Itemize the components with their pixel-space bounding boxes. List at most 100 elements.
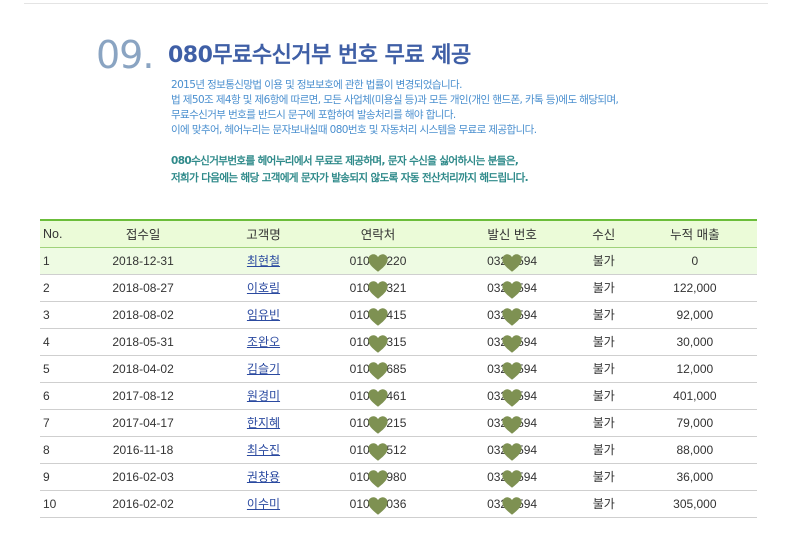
table-row: 8 2016-11-18 최수진 0102 512 032 594 불가 88,000	[40, 436, 757, 463]
cell-no: 10	[43, 496, 57, 511]
cell-sender-text: 032 594	[487, 253, 538, 268]
table-row: 10 2016-02-02 이수미 0104 036 032 594 불가 305,000	[40, 490, 757, 517]
cell-sender-text: 032 594	[487, 415, 538, 430]
customer-name-link[interactable]: 이호림	[246, 281, 281, 295]
section-title: 080무료수신거부 번호 무료 제공	[168, 43, 471, 68]
customer-name-link[interactable]: 한지혜	[246, 416, 281, 430]
customer-name-link[interactable]: 조완오	[246, 335, 281, 349]
cell-phone: 0108 321	[307, 274, 449, 301]
cell-no: 8	[43, 442, 50, 457]
cell-sender-masked: 032 594	[487, 388, 538, 407]
cell-date: 2018-08-27	[112, 280, 174, 295]
customer-name-link[interactable]: 이수미	[246, 497, 281, 511]
table-row: 6 2017-08-12 원경미 0109 461 032 594 불가 401,000	[40, 382, 757, 409]
cell-sender: 032 594	[449, 409, 575, 436]
cell-sales: 92,000	[676, 307, 714, 322]
cell-sender: 032 594	[449, 463, 575, 490]
customer-name-link[interactable]: 권창용	[246, 470, 281, 484]
customer-name-link[interactable]: 최현철	[246, 254, 281, 268]
cell-sender-text: 032 594	[487, 334, 538, 349]
cell-receive: 불가	[592, 362, 615, 376]
table-row: 3 2018-08-02 임유빈 0107 415 032 594 불가 92,000	[40, 301, 757, 328]
cell-date: 2018-08-02	[112, 307, 174, 322]
cell-phone-masked: 0108 321	[349, 280, 407, 299]
cell-sender-text: 032 594	[487, 388, 538, 403]
cell-sender-masked: 032 594	[487, 253, 538, 272]
cell-no: 5	[43, 361, 50, 376]
cell-phone: 0107 415	[307, 301, 449, 328]
cell-sender-masked: 032 594	[487, 497, 537, 515]
cell-phone-text: 0109 461	[349, 388, 407, 403]
cell-phone-text: 0108 315	[349, 334, 407, 349]
description-line: 무료수신거부 번호를 반드시 문구에 포함하여 발송처리를 해야 합니다.	[171, 109, 456, 121]
cell-phone: 0108 315	[307, 328, 449, 355]
table-header-row: No. 접수일 고객명 연락처 발신 번호 수신 누적 매출	[40, 220, 757, 247]
cell-receive: 불가	[592, 443, 615, 457]
cell-receive: 불가	[592, 416, 615, 430]
cell-receive: 불가	[592, 389, 615, 403]
customer-name-link[interactable]: 임유빈	[246, 308, 281, 322]
cell-phone-text: 0104 980	[349, 469, 407, 484]
cell-sales: 122,000	[673, 280, 717, 295]
cell-date: 2018-04-02	[112, 361, 174, 376]
cell-sender: 032 594	[449, 382, 575, 409]
cell-phone-text: 0104 220	[349, 253, 407, 268]
cell-phone-masked: 0104 215	[350, 416, 406, 434]
cell-sales: 88,000	[676, 442, 714, 457]
notice-block: 080수신거부번호를 헤어누리에서 무료로 제공하며, 문자 수신을 싫어하시는…	[171, 153, 771, 187]
top-divider	[24, 3, 768, 4]
customer-name-link[interactable]: 김슬기	[246, 362, 281, 376]
table-row: 7 2017-04-17 한지혜 0104 215 032 594 불가 79,000	[40, 409, 757, 436]
cell-sender: 032 594	[449, 274, 575, 301]
cell-phone-masked: 0102 685	[349, 361, 407, 380]
cell-date: 2017-08-12	[112, 388, 174, 403]
description-line: 이에 맞추어, 헤어누리는 문자보내실때 080번호 및 자동처리 시스템을 무…	[171, 124, 537, 136]
rejection-table: No. 접수일 고객명 연락처 발신 번호 수신 누적 매출 1 2018-12-…	[40, 219, 757, 518]
cell-phone-masked: 0108 315	[349, 334, 407, 353]
cell-sender-masked: 032 594	[487, 334, 538, 353]
cell-phone-text: 0104 036	[349, 496, 407, 511]
cell-receive: 불가	[592, 497, 615, 511]
notice-line: 080수신거부번호를 헤어누리에서 무료로 제공하며, 문자 수신을 싫어하시는…	[171, 155, 519, 167]
cell-receive: 불가	[592, 281, 615, 295]
header-no: No.	[43, 226, 63, 241]
header-receive: 수신	[592, 228, 616, 243]
header-sales: 누적 매출	[670, 228, 720, 243]
description-line: 법 제50조 제4항 및 제6항에 따르면, 모든 사업체(미용실 등)과 모든…	[171, 94, 619, 106]
cell-receive: 불가	[592, 335, 615, 349]
cell-receive: 불가	[592, 470, 615, 484]
cell-sender-masked: 032 594	[487, 415, 538, 434]
cell-sales: 401,000	[673, 388, 717, 403]
table-row: 4 2018-05-31 조완오 0108 315 032 594 불가 30,000	[40, 328, 757, 355]
customer-name-link[interactable]: 원경미	[246, 389, 281, 403]
cell-sales: 0	[691, 253, 699, 268]
cell-receive: 불가	[592, 308, 615, 322]
cell-sender-masked: 032 594	[487, 308, 537, 326]
cell-sales: 305,000	[673, 496, 717, 511]
cell-sender-masked: 032 594	[487, 443, 537, 461]
cell-phone-text: 0102 685	[349, 361, 407, 376]
table-row: 5 2018-04-02 김슬기 0102 685 032 594 불가 12,000	[40, 355, 757, 382]
cell-phone: 0104 036	[307, 490, 449, 517]
cell-date: 2016-11-18	[112, 442, 174, 457]
cell-phone-masked: 0104 220	[349, 253, 407, 272]
cell-phone-masked: 0107 415	[349, 307, 407, 326]
table-row: 2 2018-08-27 이호림 0108 321 032 594 불가 122,000	[40, 274, 757, 301]
cell-phone-text: 0108 321	[349, 280, 407, 295]
cell-sales: 30,000	[676, 334, 714, 349]
cell-sender-text: 032 594	[487, 280, 538, 295]
header-customer: 고객명	[246, 228, 281, 243]
cell-sender-masked: 032 594	[487, 470, 537, 488]
cell-sender-masked: 032 594	[487, 362, 537, 380]
cell-no: 9	[43, 469, 50, 484]
cell-no: 1	[43, 253, 50, 268]
cell-date: 2018-12-31	[112, 253, 174, 268]
cell-sender: 032 594	[449, 355, 575, 382]
header-date: 접수일	[125, 228, 161, 243]
header-phone: 연락처	[360, 228, 396, 243]
customer-name-link[interactable]: 최수진	[246, 443, 281, 457]
cell-no: 4	[43, 334, 50, 349]
cell-phone: 0102 512	[307, 436, 449, 463]
cell-phone-masked: 0102 512	[350, 443, 406, 461]
cell-phone-text: 0107 415	[349, 307, 407, 322]
